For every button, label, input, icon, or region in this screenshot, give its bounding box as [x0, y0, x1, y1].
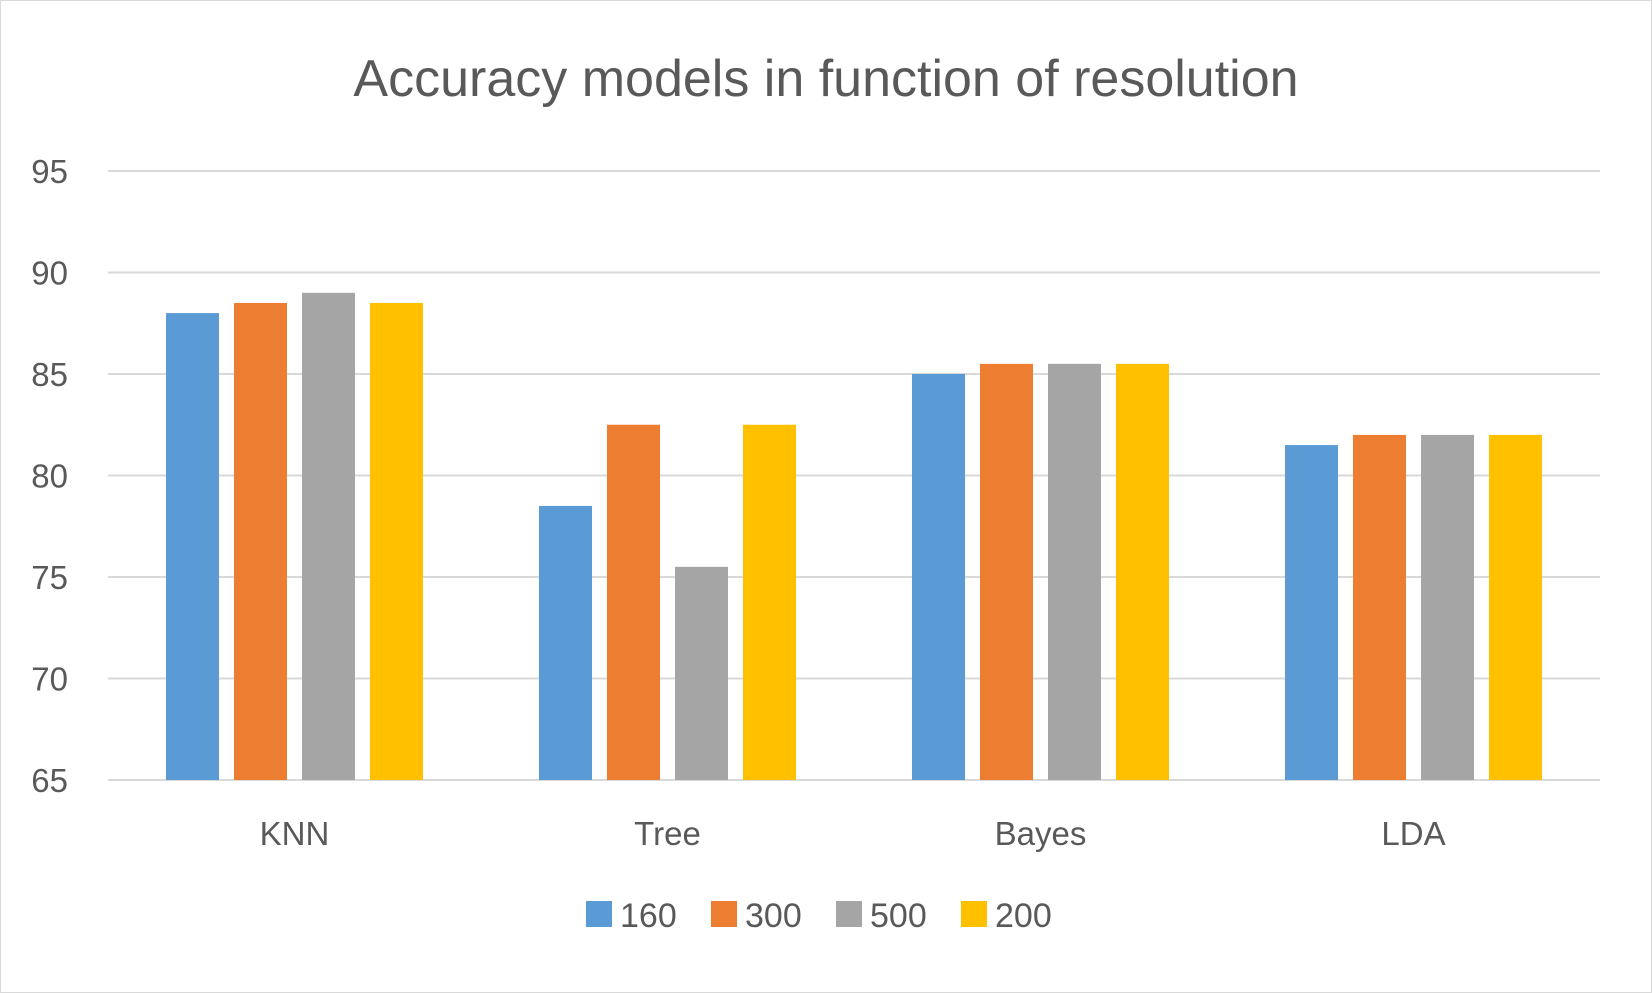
y-axis-ticks: 65 70 75 80 85 90 95: [31, 153, 68, 799]
x-tick-label: KNN: [260, 815, 330, 852]
y-tick-label: 70: [31, 661, 68, 698]
legend-item: 300: [711, 897, 802, 935]
legend-item: 500: [836, 897, 927, 935]
bar-knn-500: [302, 292, 355, 780]
y-tick-label: 85: [31, 356, 68, 393]
legend-swatch: [586, 901, 612, 927]
bar-bayes-500: [1048, 363, 1101, 780]
y-tick-label: 95: [31, 153, 68, 190]
bar-knn-200: [370, 302, 423, 780]
bar-tree-300: [607, 424, 660, 780]
legend: 160 300 500 200: [586, 897, 1052, 935]
bar-tree-500: [675, 566, 728, 780]
legend-label: 300: [745, 897, 802, 935]
bar-knn-160: [166, 313, 219, 780]
x-tick-label: LDA: [1381, 815, 1445, 852]
bar-tree-160: [539, 505, 592, 780]
legend-swatch: [836, 901, 862, 927]
gridlines: [108, 170, 1600, 781]
bar-lda-300: [1353, 434, 1406, 780]
x-tick-label: Bayes: [995, 815, 1087, 852]
bar-bayes-160: [912, 374, 965, 780]
legend-label: 200: [995, 897, 1052, 935]
legend-item: 160: [586, 897, 677, 935]
y-tick-label: 90: [31, 255, 68, 292]
legend-item: 200: [961, 897, 1052, 935]
x-axis-ticks: KNN Tree Bayes LDA: [260, 815, 1446, 852]
bar-lda-200: [1489, 434, 1542, 780]
legend-swatch: [711, 901, 737, 927]
bar-tree-200: [743, 424, 796, 780]
y-tick-label: 80: [31, 458, 68, 495]
legend-label: 500: [870, 897, 927, 935]
bars: [166, 292, 1542, 780]
chart-title: Accuracy models in function of resolutio…: [353, 50, 1298, 108]
bar-bayes-200: [1116, 363, 1169, 780]
y-tick-label: 75: [31, 559, 68, 596]
x-tick-label: Tree: [634, 815, 701, 852]
bar-knn-300: [234, 302, 287, 780]
bar-lda-160: [1285, 445, 1338, 780]
y-tick-label: 65: [31, 762, 68, 799]
bar-bayes-300: [980, 363, 1033, 780]
legend-label: 160: [620, 897, 677, 935]
legend-swatch: [961, 901, 987, 927]
bar-lda-500: [1421, 434, 1474, 780]
